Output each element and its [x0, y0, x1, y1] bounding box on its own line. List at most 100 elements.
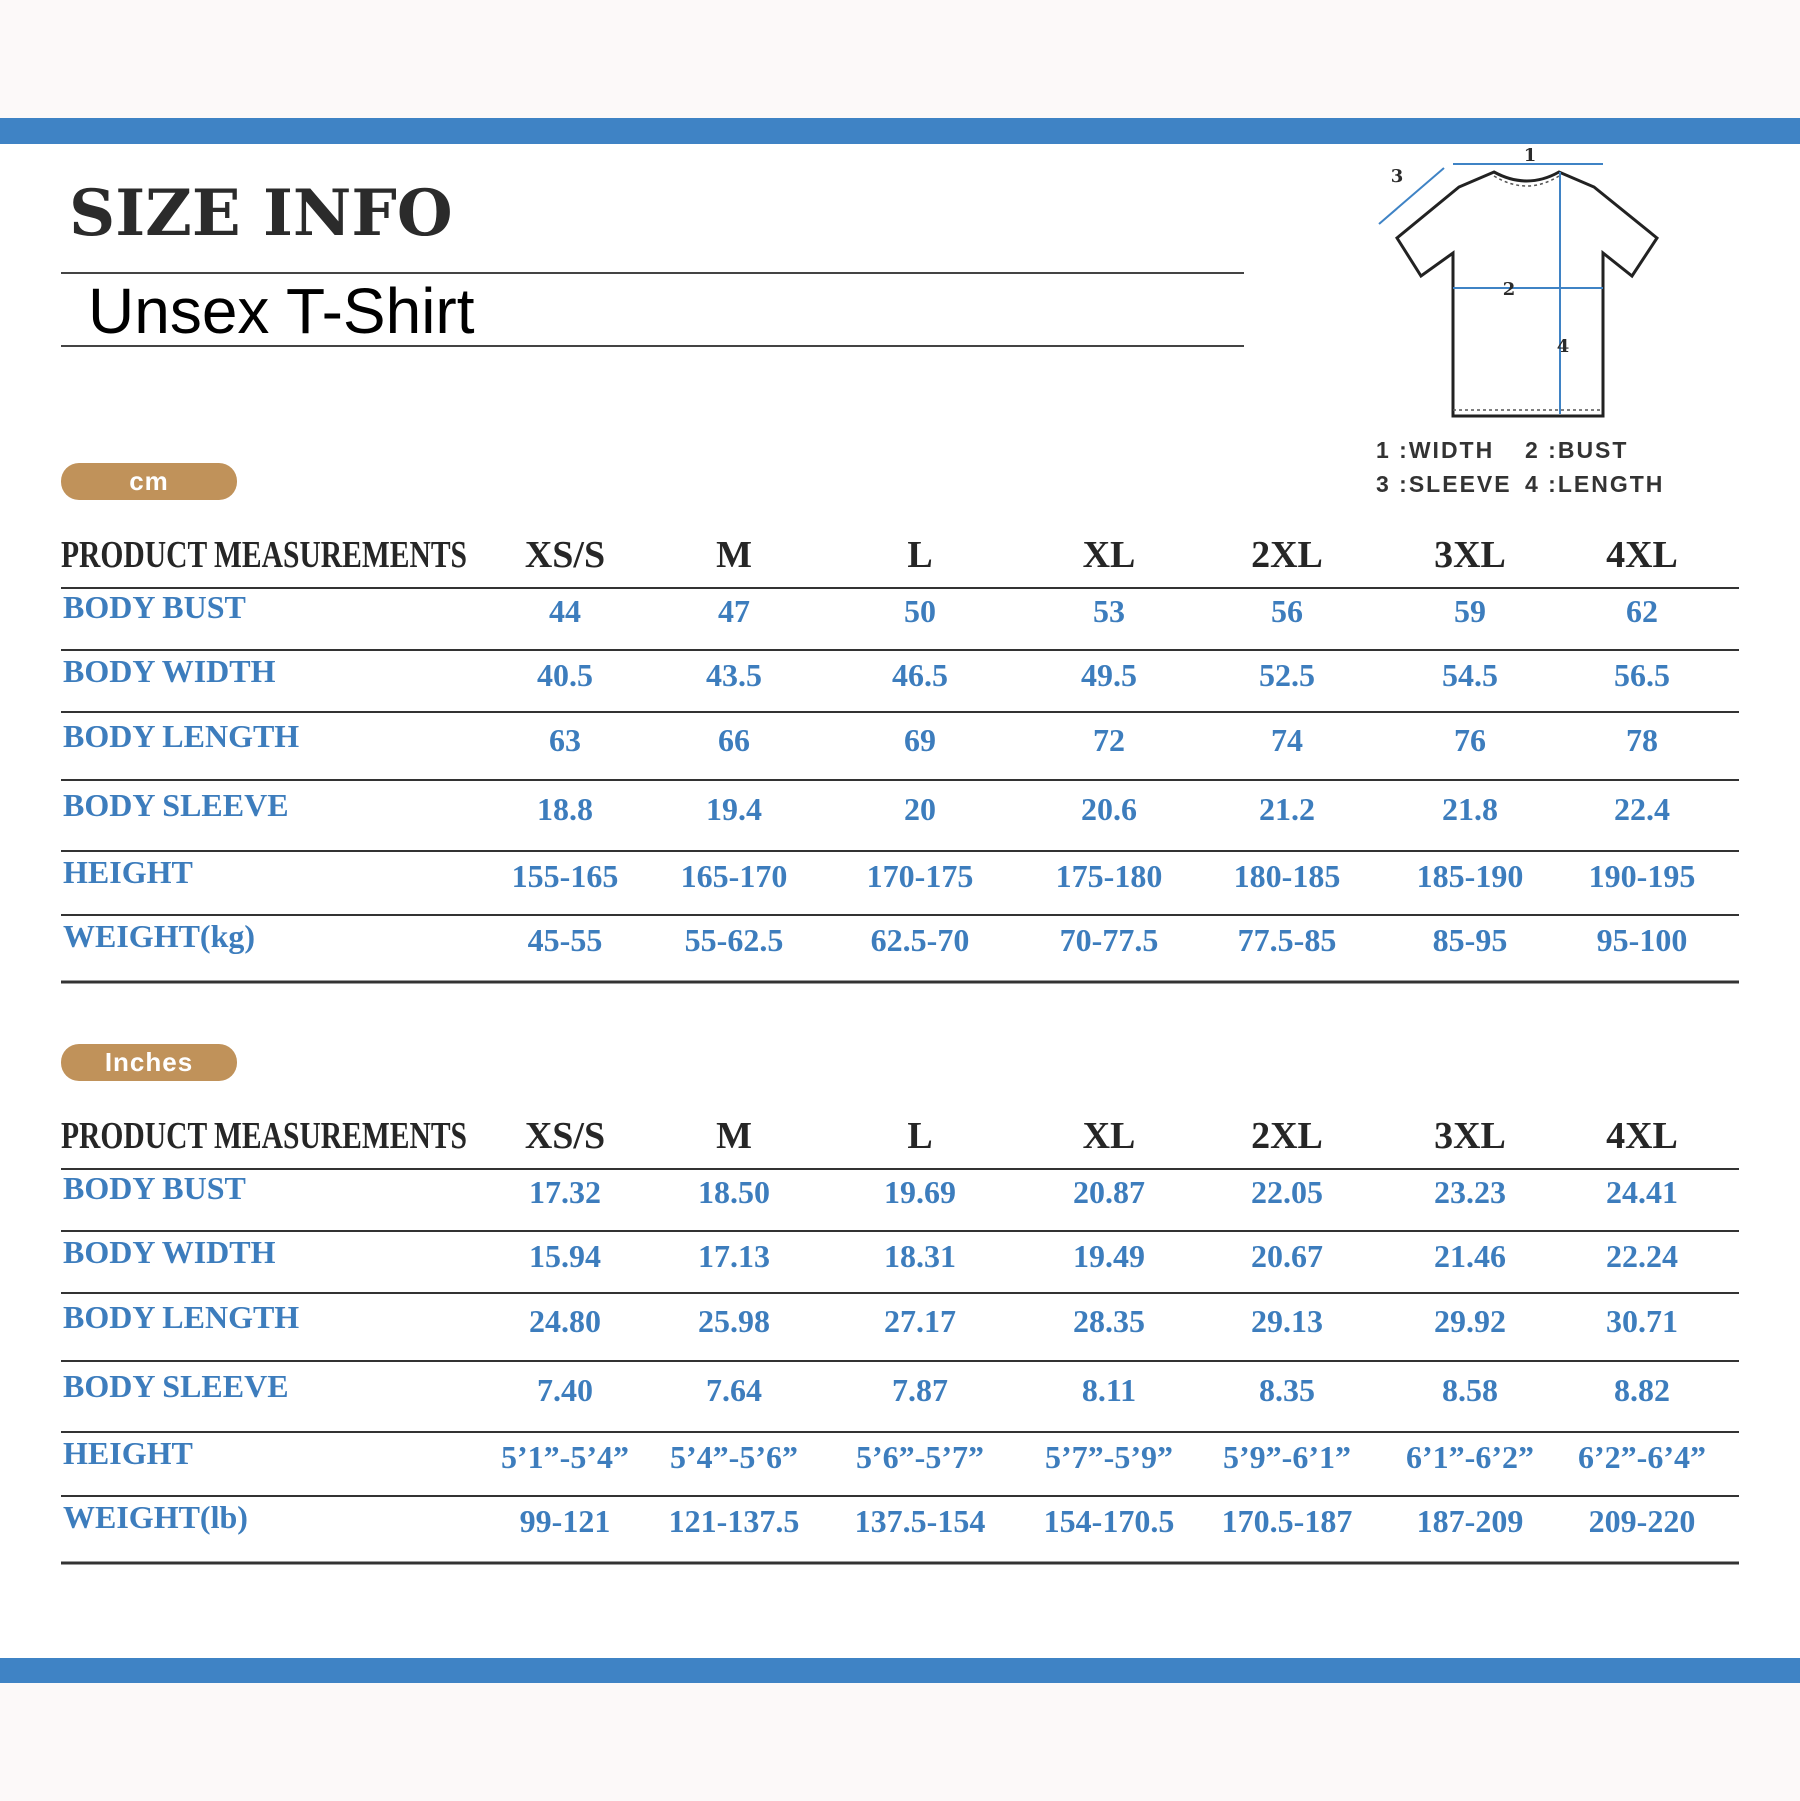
column-header: 4XL [1606, 1115, 1678, 1157]
cell-value: 22.05 [1251, 1174, 1323, 1210]
cell-value: 121-137.5 [669, 1503, 800, 1539]
column-header: 3XL [1434, 534, 1506, 576]
legend-item: 3 :SLEEVE [1376, 471, 1512, 497]
cell-value: 5’6”-5’7” [856, 1439, 984, 1475]
cell-value: 209-220 [1589, 1503, 1696, 1539]
cell-value: 154-170.5 [1044, 1503, 1175, 1539]
column-header: XL [1083, 534, 1136, 576]
cell-value: 45-55 [528, 922, 603, 958]
cell-value: 175-180 [1056, 858, 1163, 894]
title: SIZE INFO [69, 176, 453, 251]
cell-value: 20 [904, 791, 936, 827]
cell-value: 7.64 [706, 1372, 762, 1408]
cell-value: 7.40 [537, 1372, 593, 1408]
cell-value: 59 [1454, 593, 1486, 629]
column-header: XS/S [525, 1115, 605, 1157]
cell-value: 22.24 [1606, 1238, 1678, 1274]
cell-value: 30.71 [1606, 1303, 1678, 1339]
cell-value: 17.32 [529, 1174, 601, 1210]
cell-value: 6’1”-6’2” [1406, 1439, 1534, 1475]
cell-value: 15.94 [529, 1238, 601, 1274]
marker: 4 [1557, 336, 1570, 357]
cell-value: 21.46 [1434, 1238, 1506, 1274]
row-label: BODY SLEEVE [63, 787, 289, 823]
cell-value: 20.6 [1081, 791, 1137, 827]
cell-value: 99-121 [520, 1503, 611, 1539]
cell-value: 24.41 [1606, 1174, 1678, 1210]
unit-badge [61, 1044, 237, 1081]
row-label: BODY BUST [63, 1170, 246, 1206]
column-header: L [907, 534, 932, 576]
cell-value: 8.35 [1259, 1372, 1315, 1408]
unit-label: Inches [105, 1047, 193, 1077]
cell-value: 63 [549, 722, 581, 758]
cell-value: 190-195 [1589, 858, 1696, 894]
column-header: 2XL [1251, 1115, 1323, 1157]
cell-value: 40.5 [537, 657, 593, 693]
cell-value: 18.8 [537, 791, 593, 827]
column-header: 3XL [1434, 1115, 1506, 1157]
cell-value: 54.5 [1442, 657, 1498, 693]
cell-value: 18.50 [698, 1174, 770, 1210]
cell-value: 53 [1093, 593, 1125, 629]
cell-value: 5’7”-5’9” [1045, 1439, 1173, 1475]
row-label: BODY LENGTH [63, 718, 299, 754]
cell-value: 21.8 [1442, 791, 1498, 827]
cell-value: 170.5-187 [1222, 1503, 1353, 1539]
cell-value: 20.87 [1073, 1174, 1145, 1210]
cell-value: 72 [1093, 722, 1125, 758]
cell-value: 56.5 [1614, 657, 1670, 693]
cell-value: 76 [1454, 722, 1486, 758]
row-label: BODY LENGTH [63, 1299, 299, 1335]
cell-value: 170-175 [867, 858, 974, 894]
cell-value: 187-209 [1417, 1503, 1524, 1539]
row-label: BODY WIDTH [63, 653, 276, 689]
unit-label: cm [129, 466, 169, 496]
cell-value: 22.4 [1614, 791, 1670, 827]
cell-value: 29.92 [1434, 1303, 1506, 1339]
marker: 3 [1391, 166, 1404, 187]
cell-value: 70-77.5 [1060, 922, 1159, 958]
cell-value: 155-165 [512, 858, 619, 894]
collar [1493, 175, 1560, 187]
cell-value: 50 [904, 593, 936, 629]
cell-value: 5’9”-6’1” [1223, 1439, 1351, 1475]
cell-value: 28.35 [1073, 1303, 1145, 1339]
cell-value: 20.67 [1251, 1238, 1323, 1274]
cell-value: 74 [1271, 722, 1303, 758]
unit-badge [61, 463, 237, 500]
cell-value: 25.98 [698, 1303, 770, 1339]
cell-value: 62.5-70 [871, 922, 970, 958]
cell-value: 52.5 [1259, 657, 1315, 693]
legend-item: 1 :WIDTH [1376, 437, 1494, 463]
marker: 2 [1503, 279, 1516, 300]
sleeve-line [1378, 167, 1445, 225]
cell-value: 56 [1271, 593, 1303, 629]
cell-value: 8.58 [1442, 1372, 1498, 1408]
cell-value: 47 [718, 593, 750, 629]
cell-value: 66 [718, 722, 750, 758]
cell-value: 24.80 [529, 1303, 601, 1339]
column-header: PRODUCT MEASUREMENTS [61, 534, 467, 576]
column-header: L [907, 1115, 932, 1157]
row-label: HEIGHT [63, 1435, 193, 1471]
cell-value: 29.13 [1251, 1303, 1323, 1339]
subtitle: Unsex T-Shirt [88, 275, 475, 347]
cell-value: 95-100 [1597, 922, 1688, 958]
cell-value: 5’4”-5’6” [670, 1439, 798, 1475]
cell-value: 27.17 [884, 1303, 956, 1339]
cell-value: 43.5 [706, 657, 762, 693]
cell-value: 165-170 [681, 858, 788, 894]
row-label: BODY WIDTH [63, 1234, 276, 1270]
cell-value: 137.5-154 [855, 1503, 986, 1539]
bottom-bar [0, 1658, 1800, 1683]
column-header: M [716, 534, 752, 576]
cell-value: 185-190 [1417, 858, 1524, 894]
top-bar [0, 118, 1800, 144]
column-header: PRODUCT MEASUREMENTS [61, 1115, 467, 1157]
column-header: M [716, 1115, 752, 1157]
cell-value: 8.82 [1614, 1372, 1670, 1408]
row-label: HEIGHT [63, 854, 193, 890]
cell-value: 180-185 [1234, 858, 1341, 894]
legend-item: 4 :LENGTH [1525, 471, 1664, 497]
